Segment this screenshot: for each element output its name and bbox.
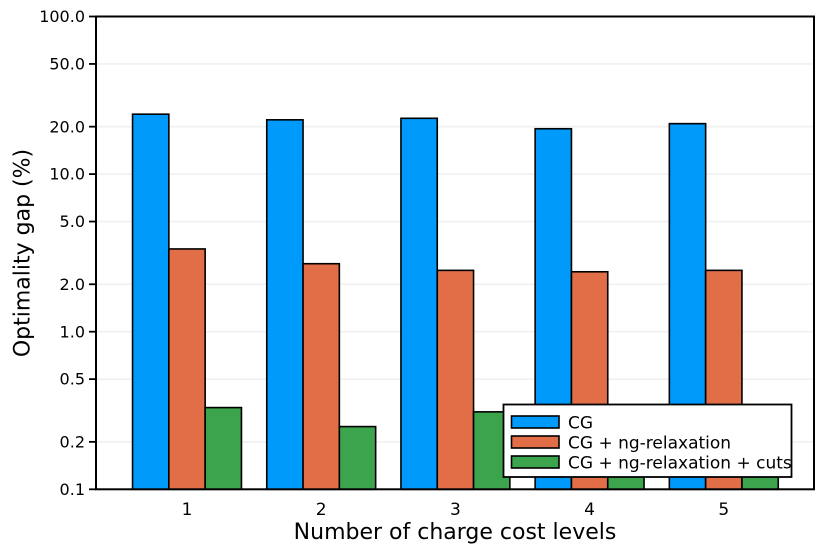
bar (436, 269, 475, 491)
y-tick-label: 5.0 (60, 212, 85, 231)
bar (302, 262, 341, 491)
bar (338, 425, 377, 491)
x-tick-label: 1 (182, 500, 193, 520)
y-tick-label: 2.0 (60, 275, 85, 294)
x-axis-tick-labels: 1 2 3 4 5 (182, 500, 730, 520)
bar (131, 113, 170, 491)
legend-swatch (510, 435, 560, 449)
y-axis-label: Optimality gap (%) (11, 149, 36, 357)
y-tick-label: 10.0 (49, 165, 85, 184)
plot-frame (95, 15, 815, 491)
y-tick-label: 20.0 (49, 117, 85, 136)
legend-label: CG (568, 413, 593, 433)
bar (400, 117, 439, 491)
y-tick-label: 0.1 (60, 480, 85, 499)
x-tick-label: 5 (718, 500, 729, 520)
legend-label: CG + ng-relaxation (568, 433, 731, 453)
x-tick-label: 4 (584, 500, 595, 520)
y-tick-label: 0.2 (60, 432, 85, 451)
x-axis-label: Number of charge cost levels (294, 520, 617, 545)
y-axis-ticks (89, 15, 96, 491)
legend-label: CG + ng-relaxation + cuts (568, 453, 792, 473)
bar (204, 406, 243, 491)
y-tick-label: 100.0 (39, 7, 85, 26)
legend-swatch (510, 455, 560, 469)
y-tick-label: 50.0 (49, 55, 85, 74)
y-tick-label: 0.5 (60, 370, 85, 389)
legend-swatch (510, 415, 560, 429)
y-axis-tick-labels: 100.0 50.0 20.0 10.0 5.0 2.0 1.0 0.5 0.2 0.1 (39, 7, 85, 499)
bar (168, 248, 206, 491)
y-tick-label: 1.0 (60, 322, 85, 341)
bar (265, 119, 304, 491)
x-tick-label: 3 (450, 500, 461, 520)
x-tick-label: 2 (316, 500, 327, 520)
